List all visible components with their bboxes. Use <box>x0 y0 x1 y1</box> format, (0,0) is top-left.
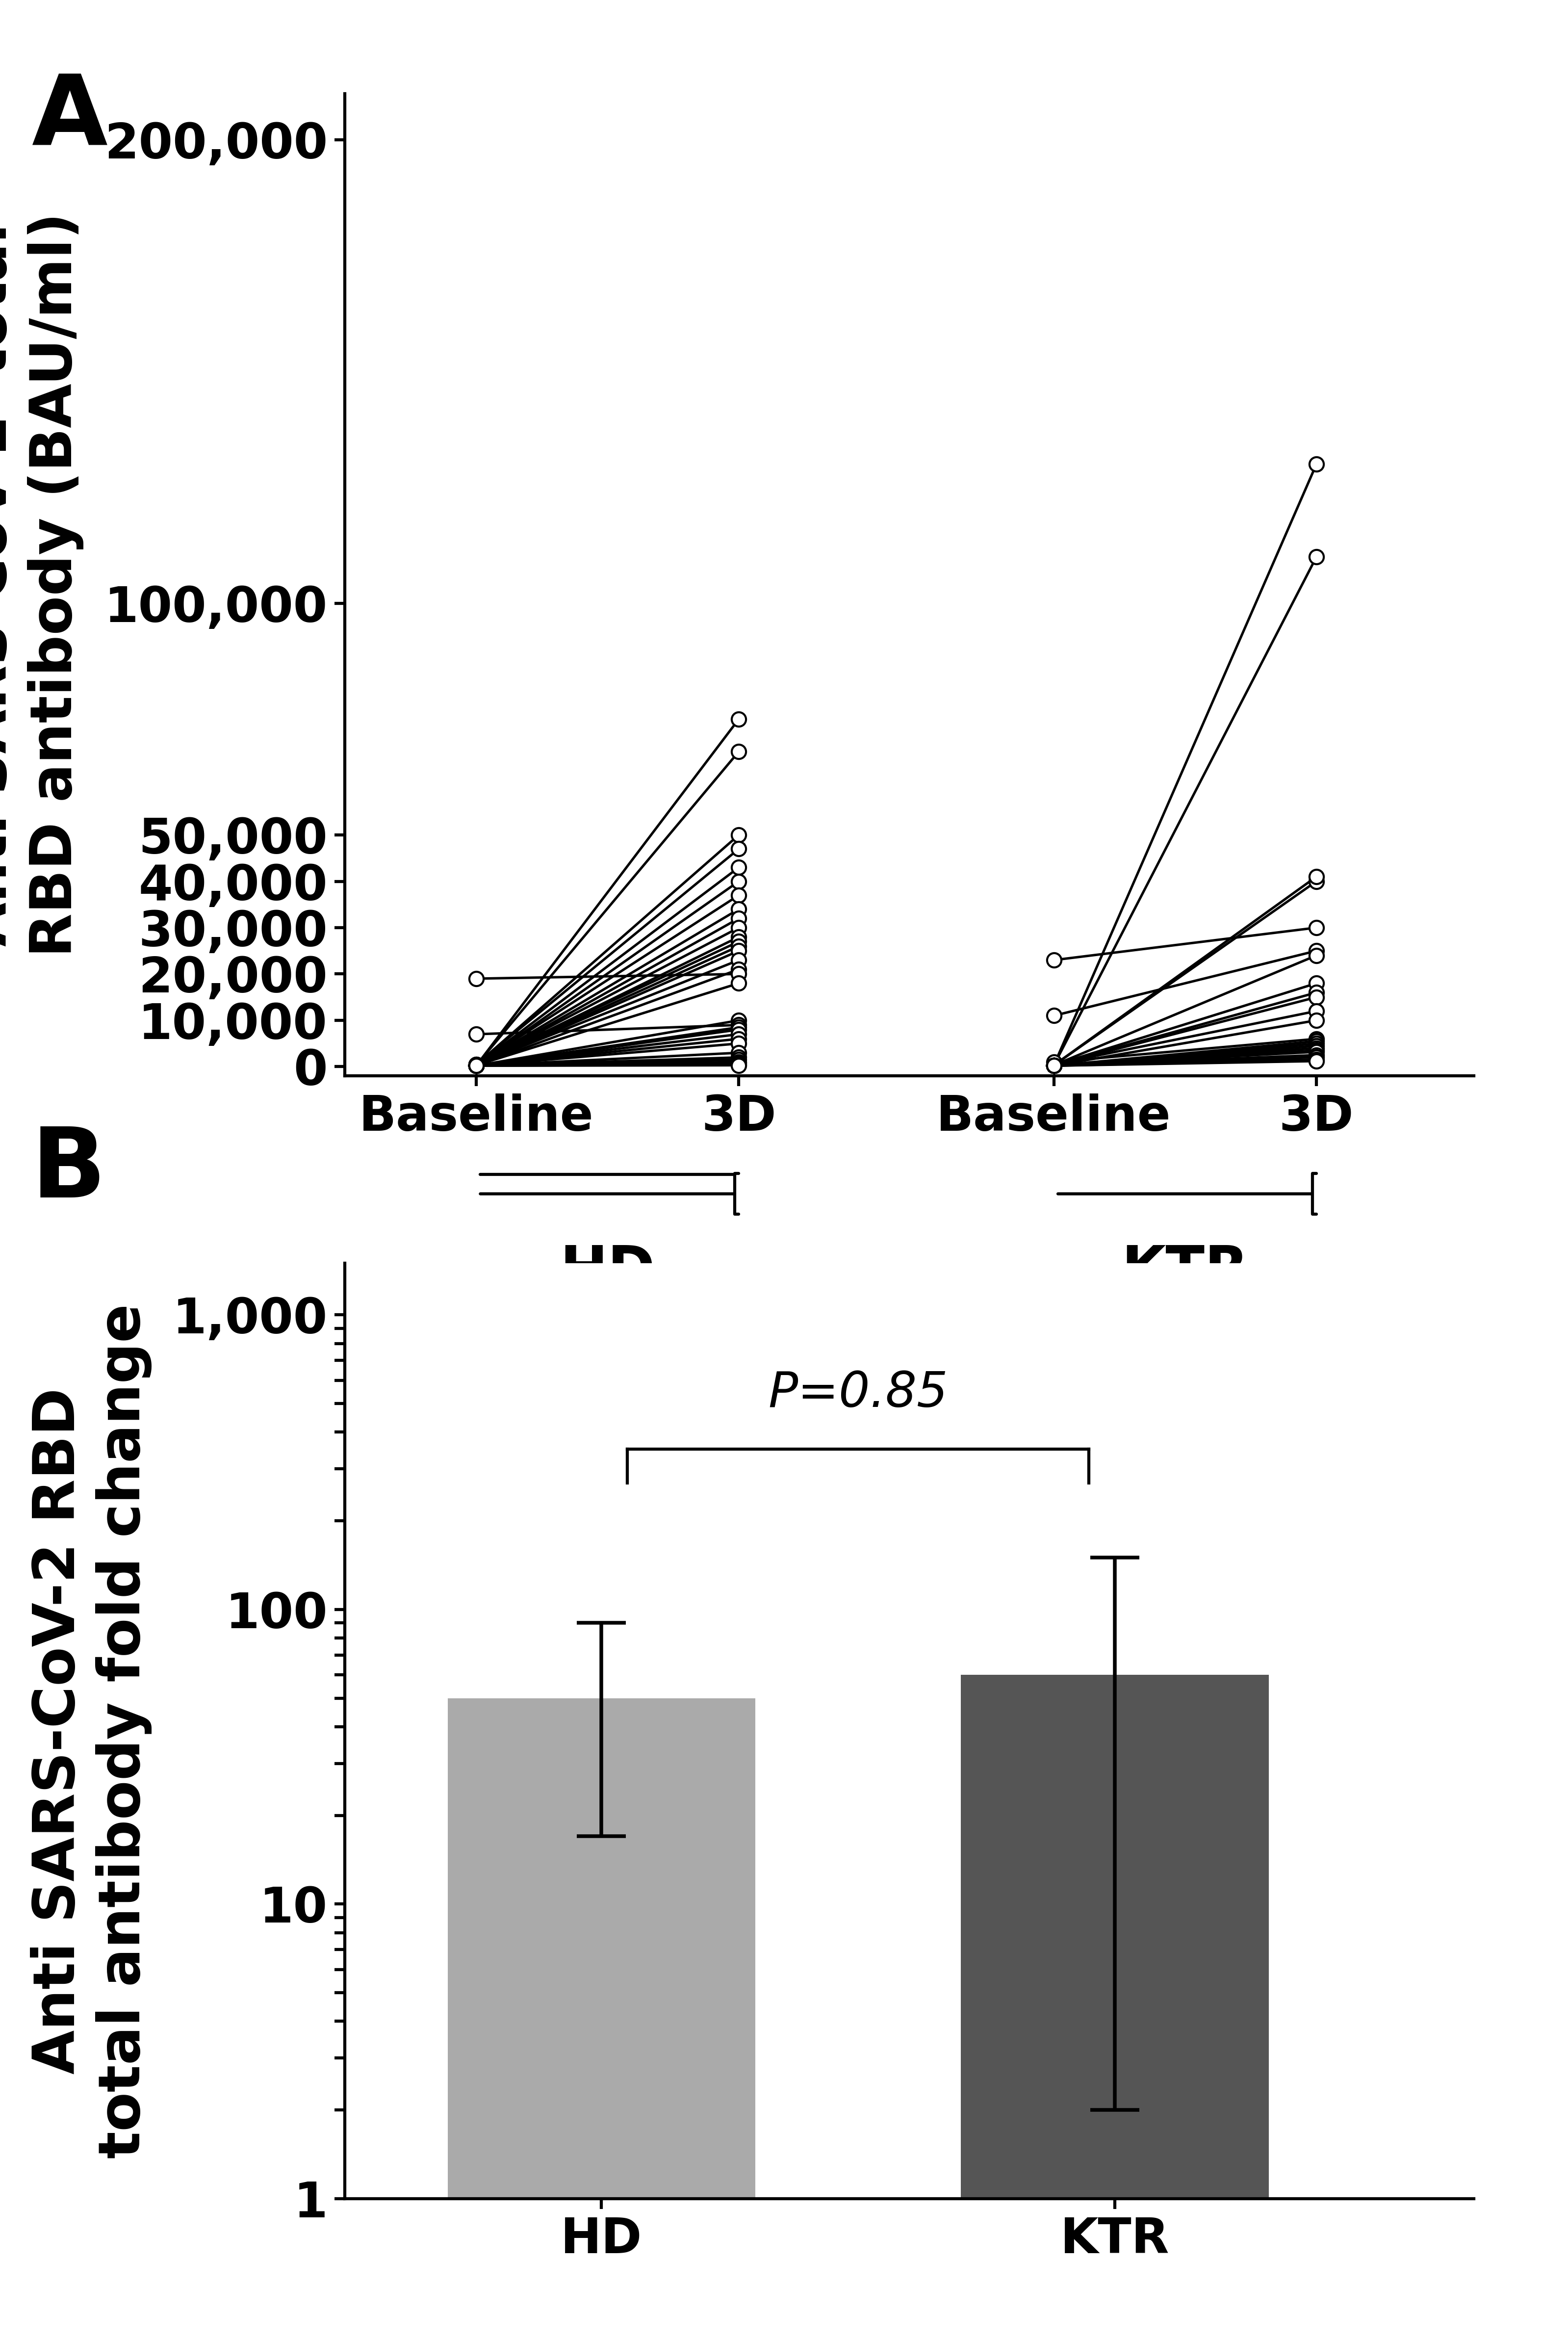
Bar <box>961 1675 1269 2339</box>
Text: A: A <box>31 70 107 166</box>
Text: KTR: KTR <box>1121 1242 1248 1300</box>
Bar <box>447 1698 756 2339</box>
Text: P=0.85: P=0.85 <box>768 1371 949 1417</box>
Text: HD: HD <box>560 1242 655 1300</box>
Y-axis label: Anti SARS-CoV-2 RBD
total antibody fold change: Anti SARS-CoV-2 RBD total antibody fold … <box>30 1303 152 2159</box>
Text: B: B <box>31 1123 107 1219</box>
Y-axis label: Anti SARS-CoV-2  total
RBD antibody (BAU/ml): Anti SARS-CoV-2 total RBD antibody (BAU/… <box>0 213 83 957</box>
